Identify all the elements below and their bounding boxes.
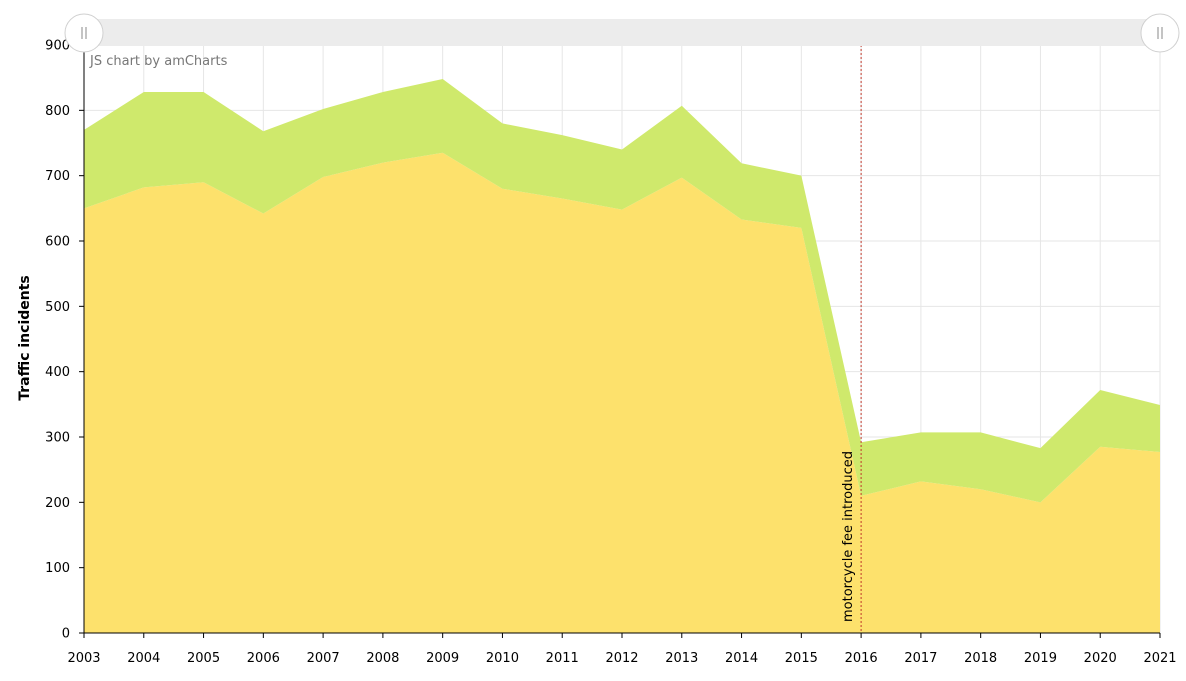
x-tick-label: 2015 — [785, 651, 818, 666]
plot-area — [84, 78, 1160, 634]
y-axis-label: Traffic incidents — [17, 275, 33, 401]
x-tick-label: 2012 — [605, 651, 638, 666]
x-tick-label: 2013 — [665, 651, 698, 666]
area-series-2 — [84, 78, 1160, 503]
y-tick-label: 900 — [45, 39, 70, 54]
x-tick-label: 2004 — [127, 651, 160, 666]
scrollbar-end-grip[interactable] — [1140, 13, 1180, 53]
x-tick-label: 2005 — [187, 651, 220, 666]
y-tick-label: 0 — [62, 627, 70, 642]
x-tick-label: 2021 — [1143, 651, 1176, 666]
x-tick-label: 2016 — [845, 651, 878, 666]
x-tick-label: 2017 — [904, 651, 937, 666]
y-tick-label: 800 — [45, 104, 70, 119]
x-tick-label: 2011 — [546, 651, 579, 666]
axes: 0 100 200 300 400 500 600 700 800 900 2003 2004 2005… — [45, 39, 1176, 667]
x-tick-label: 2019 — [1024, 651, 1057, 666]
x-tick-label: 2003 — [67, 651, 100, 666]
x-tick-label: 2008 — [366, 651, 399, 666]
x-tick-label: 2020 — [1084, 651, 1117, 666]
x-tick-label: 2006 — [247, 651, 280, 666]
y-tick-label: 200 — [45, 496, 70, 511]
x-tick-label: 2018 — [964, 651, 997, 666]
y-tick-label: 300 — [45, 431, 70, 446]
area-series-1 — [84, 152, 1160, 634]
scrollbar[interactable] — [64, 13, 1180, 53]
y-tick-label: 500 — [45, 300, 70, 315]
scrollbar-start-grip[interactable] — [64, 13, 104, 53]
y-tick-label: 600 — [45, 235, 70, 250]
x-tick-label: 2009 — [426, 651, 459, 666]
y-tick-label: 100 — [45, 561, 70, 576]
x-tick-label: 2010 — [486, 651, 519, 666]
annotations: motorcycle fee introduced — [841, 45, 862, 633]
x-tick-label: 2007 — [307, 651, 340, 666]
x-tick-label: 2014 — [725, 651, 758, 666]
scrollbar-track[interactable] — [84, 19, 1161, 46]
y-tick-label: 400 — [45, 365, 70, 380]
annotation-label: motorcycle fee introduced — [841, 451, 856, 622]
y-tick-label: 700 — [45, 169, 70, 184]
watermark: JS chart by amCharts — [89, 54, 228, 69]
